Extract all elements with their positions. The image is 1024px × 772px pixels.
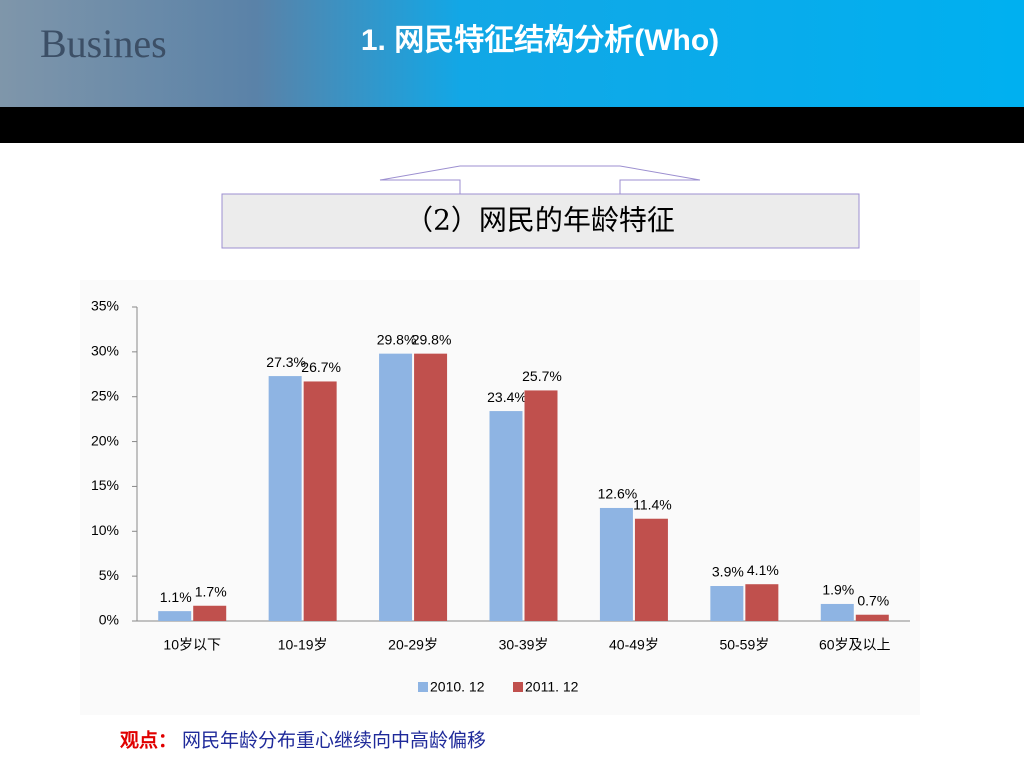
value-label: 26.7% [301, 359, 341, 375]
y-tick-label: 0% [99, 612, 119, 628]
bar [599, 507, 633, 621]
x-tick-label: 40-49岁 [609, 637, 659, 653]
legend-label: 2011. 12 [525, 679, 579, 695]
value-label: 27.3% [266, 354, 306, 370]
x-tick-label: 30-39岁 [499, 637, 549, 653]
bar [268, 376, 302, 621]
subtitle: （2）网民的年龄特征 [405, 204, 675, 237]
bar [820, 603, 854, 621]
bar [303, 381, 337, 621]
bar [158, 611, 192, 621]
value-label: 29.8% [377, 331, 417, 347]
value-label: 11.4% [633, 496, 672, 512]
y-tick-label: 35% [91, 298, 119, 314]
value-label: 23.4% [487, 389, 527, 405]
value-label: 0.7% [857, 592, 889, 608]
x-tick-label: 60岁及以上 [819, 637, 891, 653]
value-label: 1.9% [822, 582, 854, 598]
bar [524, 390, 558, 621]
bar [193, 605, 227, 621]
banner-decoration: Busines [40, 21, 167, 66]
y-tick-label: 30% [91, 343, 119, 359]
value-label: 4.1% [747, 562, 779, 578]
value-label: 12.6% [598, 486, 638, 502]
bar [710, 586, 744, 621]
value-label: 29.8% [412, 331, 452, 347]
arrow-shape [379, 165, 701, 195]
bar [855, 614, 889, 621]
x-tick-label: 20-29岁 [388, 637, 438, 653]
legend-label: 2010. 12 [430, 679, 485, 695]
bar [489, 411, 523, 621]
subtitle-box [221, 193, 860, 249]
x-tick-label: 50-59岁 [719, 637, 769, 653]
header-banner [0, 0, 1024, 107]
legend-swatch [513, 682, 523, 692]
x-tick-label: 10-19岁 [278, 637, 328, 653]
bar [414, 353, 448, 621]
value-label: 1.7% [195, 583, 227, 599]
y-tick-label: 10% [91, 522, 119, 538]
header-stripe [0, 107, 1024, 143]
bar [634, 518, 668, 621]
bar [379, 353, 413, 621]
note-text: 网民年龄分布重心继续向中高龄偏移 [182, 730, 486, 752]
value-label: 3.9% [712, 564, 744, 580]
value-label: 25.7% [522, 368, 562, 384]
y-tick-label: 5% [99, 567, 119, 583]
note-label: 观点： [120, 730, 177, 752]
y-tick-label: 20% [91, 432, 119, 448]
y-tick-label: 15% [91, 477, 119, 493]
bar [745, 584, 779, 621]
x-tick-label: 10岁以下 [163, 637, 221, 653]
y-tick-label: 25% [91, 387, 119, 403]
legend-swatch [418, 682, 428, 692]
page-title: 1. 网民特征结构分析(Who) [361, 24, 719, 57]
value-label: 1.1% [160, 589, 192, 605]
